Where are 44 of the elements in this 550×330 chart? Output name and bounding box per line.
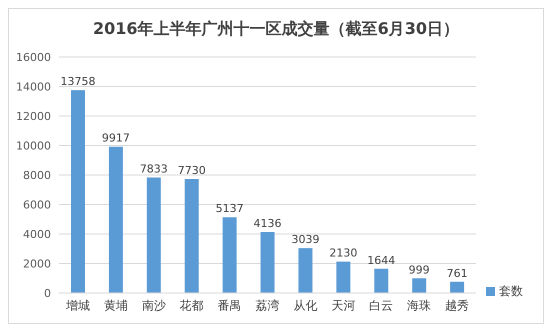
bar xyxy=(108,146,123,293)
y-tick-label: 14000 xyxy=(16,80,51,94)
y-tick-label: 4000 xyxy=(23,228,51,241)
data-label: 2130 xyxy=(329,246,358,260)
bar xyxy=(71,90,85,293)
y-tick-label: 8000 xyxy=(23,168,51,182)
bar xyxy=(184,178,199,293)
x-tick-label: 南沙 xyxy=(142,298,166,313)
data-label: 7730 xyxy=(178,164,206,177)
bar xyxy=(450,282,464,293)
bar xyxy=(412,278,426,293)
x-tick-label: 番禺 xyxy=(218,298,242,313)
x-tick-label: 越秀 xyxy=(445,298,470,313)
data-label: 999 xyxy=(408,263,430,276)
chart-title: 2016年上半年广州十一区成交量（截至6月30日） xyxy=(92,19,460,40)
bar xyxy=(146,177,161,293)
y-tick-label: 2000 xyxy=(23,257,51,270)
y-tick-label: 12000 xyxy=(16,110,51,123)
x-tick-label: 荔湾 xyxy=(256,298,280,313)
x-tick-label: 花都 xyxy=(180,298,204,313)
x-tick-label: 黄埔 xyxy=(104,298,128,313)
data-label: 3039 xyxy=(291,233,320,246)
x-tick-label: 增城 xyxy=(64,298,90,313)
data-label: 7833 xyxy=(140,162,168,176)
data-label: 5137 xyxy=(216,202,244,216)
legend-label: 套数 xyxy=(499,284,523,298)
y-tick-label: 16000 xyxy=(16,50,51,64)
data-label: 13758 xyxy=(60,75,96,88)
x-tick-label: 海珠 xyxy=(407,298,432,313)
bar xyxy=(222,217,237,293)
data-label: 9917 xyxy=(102,132,130,145)
y-tick-label: 0 xyxy=(44,286,51,300)
data-label: 4136 xyxy=(254,216,282,230)
y-tick-label: 6000 xyxy=(23,198,51,212)
bar xyxy=(374,268,388,293)
y-tick-label: 10000 xyxy=(16,139,51,152)
bar xyxy=(336,262,350,293)
bar xyxy=(298,248,312,293)
x-tick-label: 天河 xyxy=(331,298,356,313)
x-tick-label: 从化 xyxy=(293,298,318,313)
data-label: 1644 xyxy=(367,254,396,267)
data-label: 761 xyxy=(446,266,468,280)
x-tick-label: 白云 xyxy=(369,298,394,313)
bar xyxy=(260,232,275,293)
